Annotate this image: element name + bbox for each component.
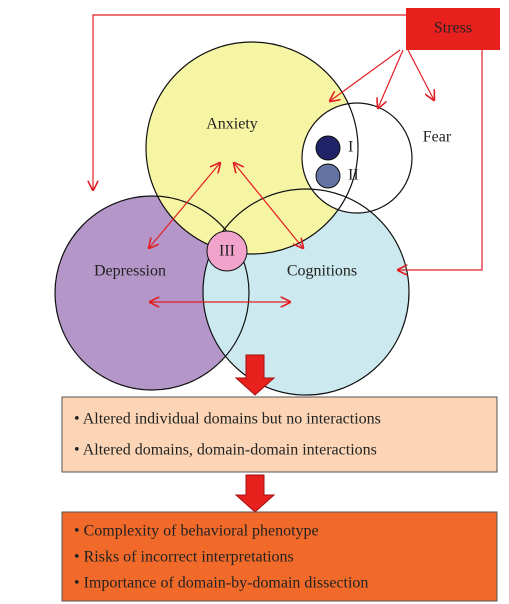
marker-two [315, 163, 341, 189]
anxiety-label: Anxiety [206, 116, 258, 133]
consequence-box [61, 511, 498, 602]
cognitions-label: Cognitions [287, 263, 357, 280]
marker-two-label: II [348, 167, 359, 184]
box-item: • Importance of domain-by-domain dissect… [74, 575, 368, 592]
down-arrow [234, 354, 276, 396]
marker-three [206, 230, 248, 272]
interaction-arrows [149, 163, 303, 302]
marker-one [315, 135, 341, 161]
depression-label: Depression [94, 263, 166, 280]
box-item: • Altered domains, domain-domain interac… [74, 442, 377, 459]
box-item: • Risks of incorrect interpretations [74, 549, 294, 566]
down-arrow [234, 474, 276, 513]
marker-three-label: III [219, 243, 235, 260]
box-item: • Complexity of behavioral phenotype [74, 523, 319, 540]
box-item: • Altered individual domains but no inte… [74, 411, 381, 428]
circle-outlines [54, 41, 413, 396]
stress-arrows [93, 14, 483, 270]
marker-one-label: I [348, 139, 353, 156]
stress-box [406, 8, 500, 50]
stress-label: Stress [434, 20, 472, 37]
fear-label: Fear [423, 129, 452, 146]
outcome-box [61, 396, 498, 473]
